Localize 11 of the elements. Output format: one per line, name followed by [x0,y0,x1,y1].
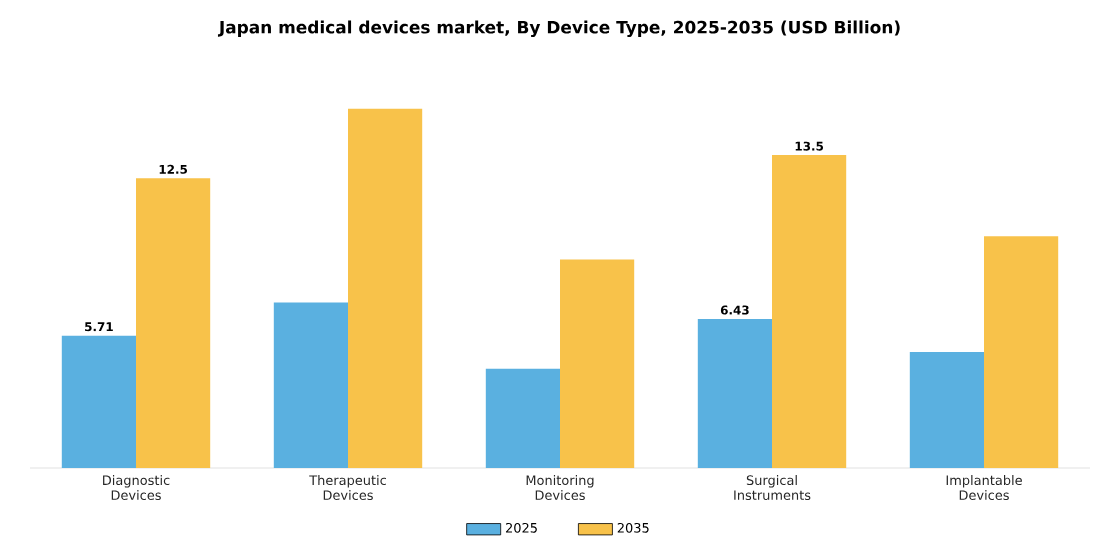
bar [485,368,560,468]
bar [772,155,847,468]
bar [136,178,211,468]
bar [560,259,635,468]
bar [61,335,136,468]
bar [909,352,984,468]
bar [984,236,1059,468]
chart-title: Japan medical devices market, By Device Type, 2025-2035 (USD Billion) [217,20,900,37]
bar [273,302,348,468]
bar [697,318,772,468]
bar [348,108,423,468]
